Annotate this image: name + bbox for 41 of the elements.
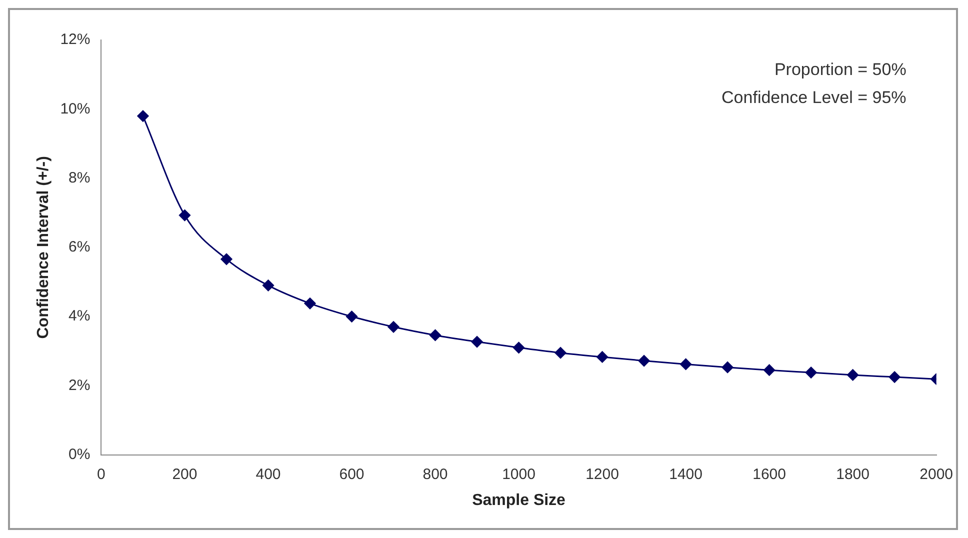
point bbox=[888, 371, 900, 383]
annotation: Confidence Level = 95% bbox=[722, 88, 906, 108]
point bbox=[638, 355, 650, 367]
point bbox=[513, 342, 525, 354]
y-tick-label: 12% bbox=[60, 31, 90, 48]
point bbox=[262, 280, 274, 292]
point bbox=[388, 321, 400, 333]
y-tick-label: 4% bbox=[68, 308, 90, 325]
point bbox=[304, 298, 316, 310]
x-tick-label: 200 bbox=[172, 466, 198, 483]
x-tick-label: 1800 bbox=[836, 466, 870, 483]
point bbox=[722, 362, 734, 374]
x-axis-title: Sample Size bbox=[472, 492, 566, 509]
x-tick-label: 800 bbox=[422, 466, 448, 483]
point bbox=[471, 336, 483, 348]
point bbox=[430, 329, 442, 341]
x-tick-label: 600 bbox=[339, 466, 364, 483]
x-tick-label: 2000 bbox=[920, 466, 954, 483]
annotation: Proportion = 50% bbox=[774, 60, 906, 80]
x-tick-label: 1400 bbox=[669, 466, 702, 483]
point bbox=[346, 310, 358, 322]
y-tick-label: 10% bbox=[60, 100, 90, 118]
y-tick-label: 0% bbox=[68, 446, 90, 463]
point bbox=[178, 210, 190, 222]
y-tick-label: 6% bbox=[68, 238, 90, 256]
point bbox=[847, 369, 859, 381]
y-tick-label: 2% bbox=[68, 376, 90, 394]
point bbox=[805, 366, 817, 378]
y-axis-title: Confidence Interval (+/-) bbox=[35, 156, 52, 339]
point bbox=[764, 364, 776, 376]
x-tick-label: 1000 bbox=[502, 466, 536, 483]
x-tick-label: 1600 bbox=[752, 466, 786, 483]
y-tick-label: 8% bbox=[68, 169, 90, 186]
point bbox=[220, 253, 232, 265]
point bbox=[137, 110, 149, 122]
x-tick-label: 400 bbox=[256, 466, 281, 483]
point bbox=[554, 347, 566, 359]
x-tick-label: 0 bbox=[97, 466, 106, 483]
point bbox=[596, 351, 608, 363]
x-tick-label: 1200 bbox=[586, 466, 619, 483]
point bbox=[680, 358, 692, 370]
